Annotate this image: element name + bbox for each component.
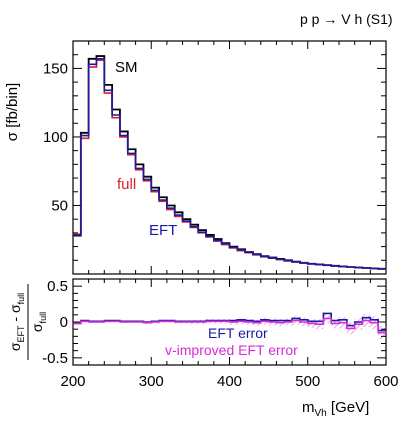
top-y-axis-label: σ [fb/bin]	[4, 83, 21, 141]
x-axis-label: mVh [GeV]	[302, 399, 369, 419]
top-x-axis-ticks	[72, 41, 387, 274]
bottom-plot-area	[73, 312, 386, 334]
annotation-sm: SM	[115, 59, 138, 76]
annotation-v-improved: v-improved EFT error	[165, 342, 298, 358]
annotation-eft-error: EFT error	[208, 325, 268, 341]
series-eft-line	[73, 58, 386, 270]
series-sm-line	[73, 55, 386, 270]
annotation-eft: EFT	[149, 222, 177, 239]
x-tick-label: 300	[139, 373, 164, 390]
bottom-y-axis: -0.5 0 0.5	[42, 278, 386, 367]
series-full-line	[73, 59, 386, 270]
top-plot-area	[73, 55, 386, 270]
process-label: p p → V h (S1)	[300, 11, 393, 27]
top-y-tick-label: 100	[43, 129, 68, 146]
ratio-numerator: σEFT - σfull	[7, 293, 26, 351]
x-tick-label: 400	[217, 373, 242, 390]
annotation-full: full	[117, 176, 136, 193]
bottom-y-tick-label: -0.5	[42, 350, 68, 367]
top-y-axis: 50 100 150	[43, 40, 386, 261]
x-tick-label: 200	[60, 373, 85, 390]
x-tick-label: 600	[373, 373, 398, 390]
top-y-tick-label: 50	[51, 197, 68, 214]
series-v-improved-eft-error-line	[73, 317, 386, 334]
bottom-x-axis: 200 300 400 500 600	[60, 279, 399, 390]
top-y-tick-label: 150	[43, 60, 68, 77]
bottom-y-tick-label: 0.5	[47, 278, 68, 295]
x-tick-label: 500	[295, 373, 320, 390]
bottom-y-tick-label: 0	[60, 314, 68, 331]
bottom-y-axis-label: σEFT - σfull σfull	[7, 284, 48, 360]
ratio-denominator: σfull	[29, 312, 48, 332]
